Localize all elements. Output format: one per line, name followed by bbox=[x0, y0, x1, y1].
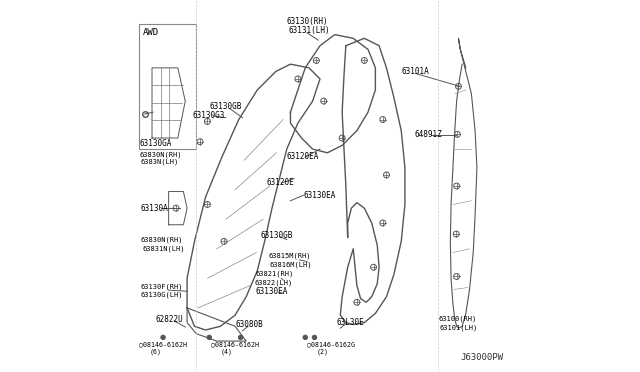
Text: 63815M(RH): 63815M(RH) bbox=[268, 253, 311, 259]
Text: 63830N(RH): 63830N(RH) bbox=[139, 151, 182, 158]
Text: (4): (4) bbox=[221, 349, 233, 355]
Text: 63130G(LH): 63130G(LH) bbox=[141, 292, 184, 298]
Text: (6): (6) bbox=[149, 349, 161, 355]
Text: 63130GB: 63130GB bbox=[261, 231, 293, 240]
Text: 63L30E: 63L30E bbox=[337, 318, 364, 327]
Text: 63130(RH): 63130(RH) bbox=[287, 17, 328, 26]
Circle shape bbox=[312, 335, 317, 340]
Text: 63120E: 63120E bbox=[266, 178, 294, 187]
Text: ○08146-6162G: ○08146-6162G bbox=[307, 342, 355, 348]
Text: 63130A: 63130A bbox=[141, 203, 169, 213]
Text: 64891Z: 64891Z bbox=[414, 130, 442, 139]
Circle shape bbox=[207, 335, 211, 340]
Text: 63131(LH): 63131(LH) bbox=[289, 26, 330, 35]
Text: J63000PW: J63000PW bbox=[460, 353, 503, 362]
Text: 63816M(LH): 63816M(LH) bbox=[269, 262, 312, 268]
Text: 63130G3: 63130G3 bbox=[193, 111, 225, 121]
Circle shape bbox=[239, 335, 243, 340]
Text: 63130EA: 63130EA bbox=[255, 288, 288, 296]
Text: 63830N(RH): 63830N(RH) bbox=[141, 236, 184, 243]
Text: 63101(LH): 63101(LH) bbox=[439, 325, 477, 331]
Circle shape bbox=[303, 335, 307, 340]
Text: 63822(LH): 63822(LH) bbox=[255, 279, 293, 286]
Text: ○08146-6162H: ○08146-6162H bbox=[139, 342, 187, 348]
Text: 63130EA: 63130EA bbox=[303, 191, 336, 200]
Text: 62822U: 62822U bbox=[156, 315, 184, 324]
Text: 63120EA: 63120EA bbox=[287, 152, 319, 161]
Text: 6383N(LH): 6383N(LH) bbox=[141, 159, 179, 165]
Text: 63831N(LH): 63831N(LH) bbox=[143, 246, 185, 252]
Circle shape bbox=[161, 335, 165, 340]
Text: 63821(RH): 63821(RH) bbox=[255, 270, 294, 277]
Text: AWD: AWD bbox=[143, 28, 159, 37]
Text: (2): (2) bbox=[317, 349, 329, 355]
Text: 63101A: 63101A bbox=[401, 67, 429, 76]
Text: 63130GB: 63130GB bbox=[209, 102, 242, 111]
Text: 63130GA: 63130GA bbox=[139, 139, 172, 148]
Text: 63100(RH): 63100(RH) bbox=[438, 316, 476, 322]
Text: 63080B: 63080B bbox=[235, 320, 263, 329]
Text: 63130F(RH): 63130F(RH) bbox=[141, 283, 184, 290]
Bar bbox=[139, 23, 196, 149]
Text: ○08146-6162H: ○08146-6162H bbox=[211, 342, 259, 348]
